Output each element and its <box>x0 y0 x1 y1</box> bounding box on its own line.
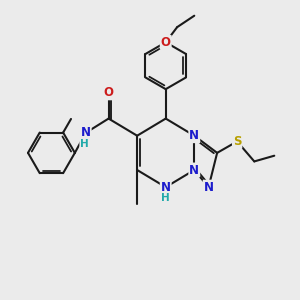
Text: H: H <box>80 139 89 149</box>
Text: O: O <box>103 86 114 99</box>
Text: S: S <box>233 135 242 148</box>
Text: N: N <box>204 181 214 194</box>
Text: N: N <box>189 164 199 176</box>
Text: N: N <box>189 129 199 142</box>
Text: O: O <box>161 36 171 49</box>
Text: N: N <box>161 181 171 194</box>
Text: H: H <box>161 193 170 203</box>
Text: N: N <box>81 126 91 140</box>
